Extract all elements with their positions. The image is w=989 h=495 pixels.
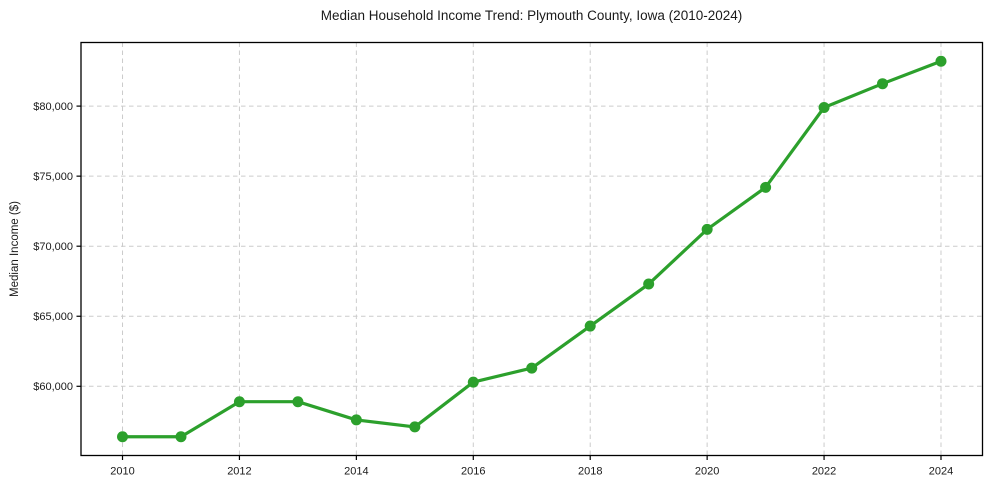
x-tick-label: 2014 — [344, 466, 368, 478]
x-tick-label: 2022 — [812, 466, 836, 478]
plot-area: $60,000 $65,000 $70,000 $75,000 $80,000 2010 2… — [33, 41, 984, 478]
x-tick-label: 2024 — [929, 466, 953, 478]
data-line — [120, 59, 943, 439]
x-tick-label: 2020 — [695, 466, 719, 478]
x-tick-label: 2010 — [110, 466, 134, 478]
plot-border — [80, 41, 984, 457]
data-point — [233, 396, 245, 408]
data-point — [584, 320, 596, 332]
data-point — [526, 362, 538, 374]
data-point — [175, 431, 187, 443]
x-tick-label: 2012 — [227, 466, 251, 478]
data-point — [117, 431, 129, 443]
data-point — [350, 414, 362, 426]
x-tick-label: 2018 — [578, 466, 602, 478]
data-point — [467, 376, 479, 388]
data-point — [877, 78, 889, 90]
y-axis-label: Median Income ($) — [9, 201, 21, 297]
data-point — [409, 421, 421, 433]
y-tick-label: $80,000 — [33, 101, 73, 113]
data-point — [935, 55, 947, 67]
x-tick-label: 2016 — [461, 466, 485, 478]
data-point — [760, 181, 772, 193]
data-point — [292, 396, 304, 408]
data-point — [643, 278, 655, 290]
chart-title: Median Household Income Trend: Plymouth … — [321, 8, 743, 23]
y-tick-label: $70,000 — [33, 241, 73, 253]
y-tick-label: $75,000 — [33, 171, 73, 183]
data-point — [701, 223, 713, 235]
data-point — [818, 102, 830, 114]
y-tick-label: $60,000 — [33, 381, 73, 393]
y-tick-label: $65,000 — [33, 311, 73, 323]
